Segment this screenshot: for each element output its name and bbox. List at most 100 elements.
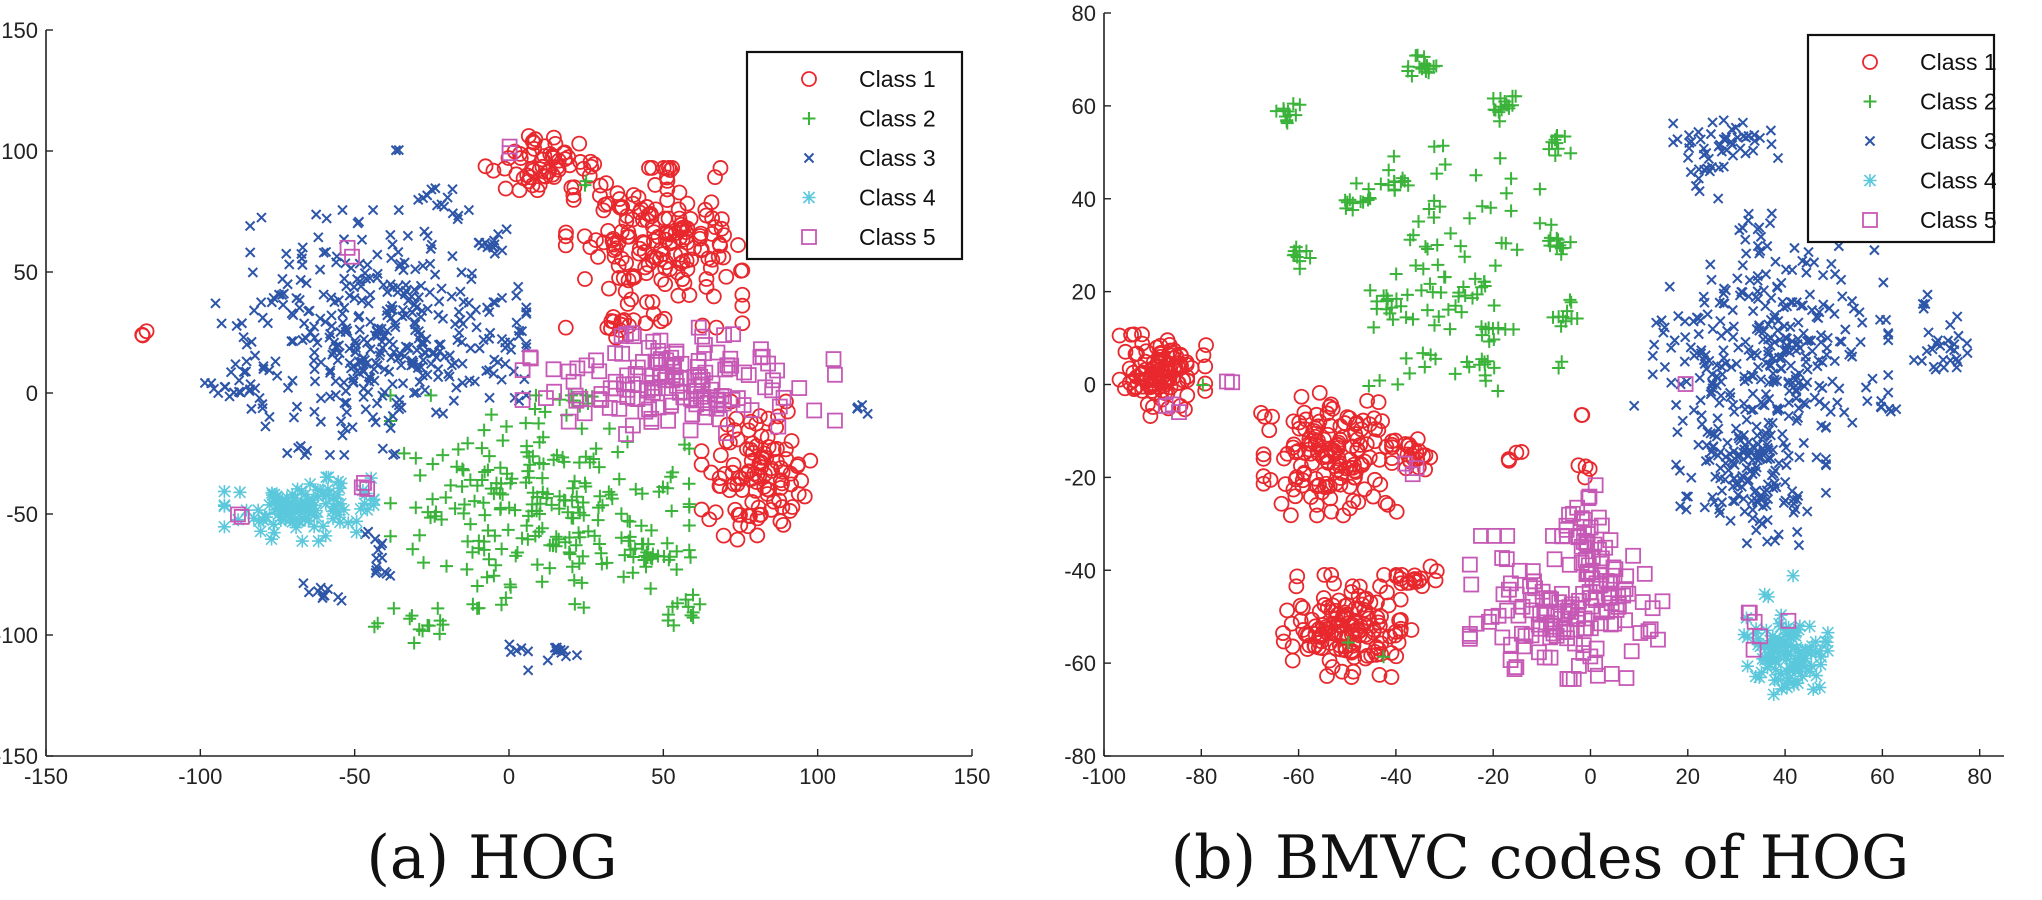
data-point [563,547,577,561]
data-point [1693,126,1704,138]
data-point [453,306,465,318]
data-point [505,646,517,658]
data-point [1783,376,1794,387]
data-point [496,374,507,385]
data-point [1288,578,1305,595]
data-point [1878,277,1889,288]
data-point [701,511,718,528]
data-point [545,361,562,378]
data-point [405,609,419,623]
data-point [289,521,303,535]
data-point [430,407,442,418]
data-point [1282,507,1299,524]
data-point [1727,480,1739,492]
panel-caption: (b) BMVC codes of HOG [1171,823,1910,893]
data-point [528,402,542,416]
data-point [298,578,309,589]
data-point [693,443,710,460]
data-point [1365,488,1382,505]
data-point [707,169,723,186]
data-point [1362,379,1376,393]
data-point [1488,259,1502,273]
data-point [286,335,297,347]
data-point [1711,431,1723,442]
data-point [493,502,507,516]
data-point [1319,668,1335,684]
data-point [521,464,535,478]
data-point [505,344,517,356]
data-point [716,227,732,244]
data-point [233,509,250,525]
data-point [1740,234,1751,245]
data-point [1938,362,1950,373]
data-point [1284,652,1301,669]
data-point [409,501,423,515]
y-tick-label: 20 [1072,280,1096,305]
data-point [387,449,399,461]
data-point [1371,667,1388,683]
data-point [698,279,715,295]
data-point [1927,344,1938,355]
data-point [1499,527,1516,544]
data-point [1908,354,1920,366]
data-point [1712,413,1723,424]
data-point [1316,597,1333,613]
data-point [589,442,603,456]
data-point [639,560,653,574]
data-point [1727,495,1739,507]
data-point [1532,605,1549,622]
data-point [1196,378,1210,392]
data-point [1394,299,1408,313]
data-point [254,392,265,404]
data-point [629,391,646,408]
data-point [309,363,320,375]
data-point [271,370,283,382]
data-point [247,267,259,278]
data-point [334,476,348,490]
x-tick-label: 60 [1870,764,1894,789]
data-point [684,608,698,622]
data-point [500,342,511,354]
series-class-2 [367,174,707,650]
data-point [356,295,368,306]
data-point [1883,369,1894,381]
data-point [1760,269,1772,280]
data-point [488,242,499,253]
data-point [1776,363,1787,374]
data-point [1780,652,1794,666]
data-point [613,328,630,344]
data-point [629,482,643,496]
data-point [1726,124,1738,135]
data-point [291,514,305,528]
data-point [1449,299,1463,313]
data-point [231,513,245,527]
data-point [1577,458,1594,475]
data-point [407,359,419,370]
data-point [595,234,612,251]
data-point [256,212,267,223]
data-point [1632,625,1649,641]
data-point [1741,538,1753,549]
data-point [1793,619,1807,633]
data-point [435,512,449,526]
data-point [588,352,604,369]
data-point [1321,652,1338,669]
data-point [337,317,349,328]
data-point [1422,449,1439,466]
data-point [455,286,466,297]
data-point [1310,438,1327,455]
legend-marker [801,71,817,87]
data-point [483,364,495,376]
data-point [1477,275,1491,289]
data-point [245,247,256,258]
data-point [1370,394,1387,411]
data-point [417,260,429,271]
data-point [1693,173,1704,184]
data-point [612,472,626,486]
data-point [546,383,562,400]
data-point [1382,163,1396,177]
data-point [765,372,781,389]
data-point [1669,335,1680,346]
data-point [598,175,615,192]
data-point [1747,512,1758,524]
